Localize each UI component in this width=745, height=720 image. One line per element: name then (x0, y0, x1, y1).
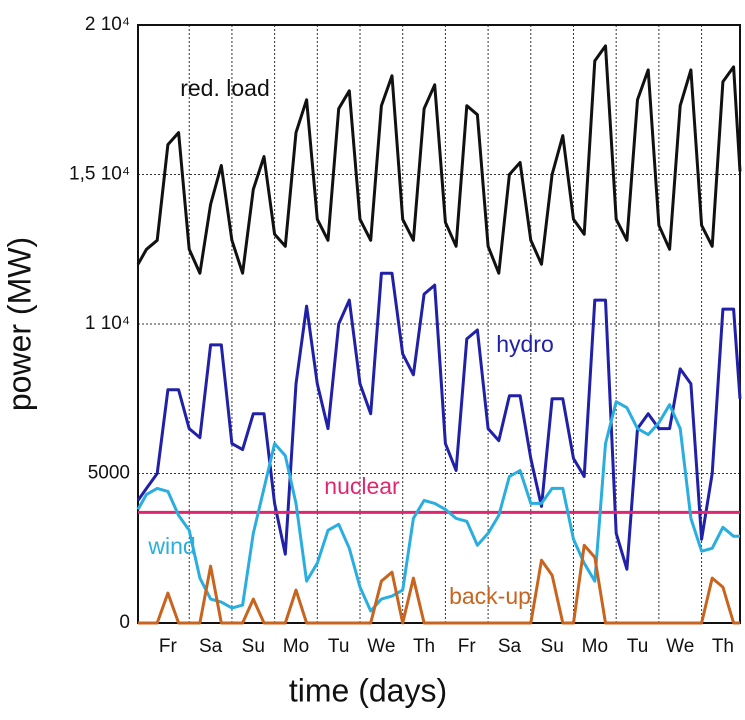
x-tick-label: Sa (199, 636, 223, 657)
x-tick-label: Su (242, 636, 265, 657)
x-tick-label: Su (541, 636, 564, 657)
x-tick-label: Mo (582, 636, 608, 657)
series-label: hydro (496, 331, 554, 357)
x-tick-label: We (666, 636, 694, 657)
x-tick-label: Fr (458, 636, 477, 657)
y-tick-label: 2 10⁴ (85, 14, 130, 35)
x-axis-label: time (days) (289, 672, 447, 708)
y-axis-label: power (MW) (1, 237, 37, 411)
y-tick-label: 1,5 10⁴ (69, 164, 130, 185)
series-line (136, 400, 740, 613)
series-label: nuclear (324, 473, 400, 499)
x-tick-label: Tu (627, 636, 648, 657)
x-tick-label: We (367, 636, 395, 657)
x-tick-label: Fr (159, 636, 178, 657)
x-tick-label: Mo (283, 636, 309, 657)
series-label: wind (147, 533, 195, 559)
y-tick-label: 5000 (88, 463, 130, 484)
y-tick-label: 0 (119, 612, 130, 633)
y-tick-label: 1 10⁴ (85, 313, 130, 334)
series-line (138, 543, 740, 625)
series-line (136, 271, 742, 571)
x-tick-label: Tu (328, 636, 349, 657)
series-label: red. load (180, 75, 270, 101)
x-tick-label: Th (413, 636, 435, 657)
series-line (136, 44, 742, 275)
x-tick-label: Sa (498, 636, 522, 657)
series-label: back-up (449, 583, 531, 609)
x-tick-label: Th (712, 636, 734, 657)
